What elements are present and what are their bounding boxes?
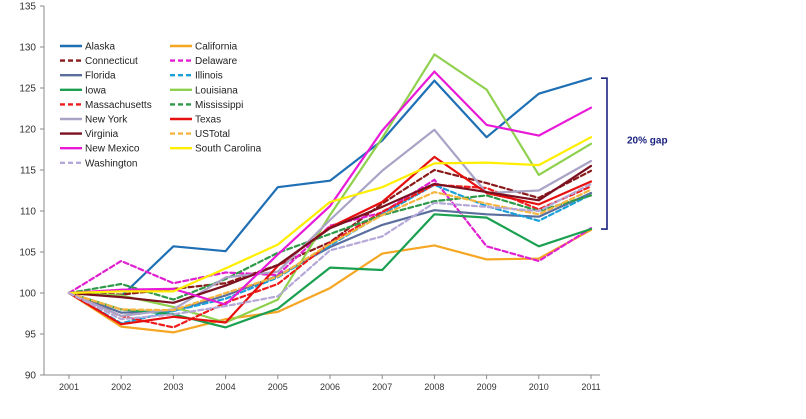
legend-label: Mississippi — [195, 100, 243, 111]
legend-label: New York — [85, 115, 128, 126]
legend-item-new-mexico: New Mexico — [60, 144, 140, 155]
legend-label: South Carolina — [195, 144, 262, 155]
legend-label: Connecticut — [85, 56, 138, 67]
series-line-virginia — [67, 164, 593, 304]
x-tick-label: 2003 — [163, 382, 183, 392]
legend-label: Delaware — [195, 56, 238, 67]
legend-label: New Mexico — [85, 144, 140, 155]
series-line-california — [67, 228, 593, 334]
y-tick-label: 100 — [19, 289, 36, 300]
legend-item-washington: Washington — [60, 158, 137, 169]
series-line-washington — [67, 182, 593, 321]
legend-label: Illinois — [195, 71, 223, 82]
legend-label: Texas — [195, 115, 221, 126]
y-tick-label: 120 — [19, 125, 36, 136]
legend-label: Washington — [85, 158, 137, 169]
legend-item-illinois: Illinois — [170, 71, 223, 82]
gap-bracket — [601, 77, 608, 230]
gap-annotation: 20% gap — [601, 77, 668, 230]
x-tick-label: 2011 — [581, 382, 600, 392]
series-line-delaware — [67, 178, 593, 295]
legend-item-virginia: Virginia — [60, 129, 119, 140]
x-tick-label: 2008 — [424, 382, 444, 392]
legend-label: Louisiana — [195, 85, 238, 96]
legend-item-delaware: Delaware — [170, 56, 238, 67]
legend-item-florida: Florida — [60, 71, 116, 82]
legend-label: Alaska — [85, 42, 115, 53]
legend-item-connecticut: Connecticut — [60, 56, 138, 67]
x-tick-label: 2006 — [320, 382, 340, 392]
y-tick-label: 110 — [20, 207, 36, 218]
series-lines — [67, 53, 593, 334]
y-tick-label: 95 — [25, 330, 37, 341]
y-tick-label: 135 — [19, 2, 36, 13]
y-axis: 90 95 100 105 110 115 120 125 130 135 — [19, 2, 45, 382]
legend-item-massachusetts: Massachusetts — [60, 100, 152, 111]
legend-label: USTotal — [195, 129, 230, 140]
legend-item-alaska: Alaska — [60, 42, 115, 53]
legend-item-texas: Texas — [170, 115, 221, 126]
x-tick-label: 2004 — [216, 382, 236, 392]
y-tick-label: 105 — [19, 248, 36, 259]
series-line-louisiana — [67, 53, 593, 324]
legend: Alaska California Connecticut Delaware Flori… — [60, 42, 262, 169]
legend-item-california: California — [170, 42, 238, 53]
y-tick-label: 130 — [19, 43, 36, 54]
legend-item-new-york: New York — [60, 115, 128, 126]
legend-item-south-carolina: South Carolina — [170, 144, 262, 155]
legend-item-mississippi: Mississippi — [170, 100, 243, 111]
x-tick-label: 2002 — [111, 382, 131, 392]
series-line-south-carolina — [67, 136, 593, 295]
legend-label: Massachusetts — [85, 100, 152, 111]
x-tick-label: 2009 — [477, 382, 497, 392]
y-tick-label: 90 — [25, 371, 37, 382]
legend-label: California — [195, 42, 238, 53]
series-line-new-mexico — [67, 70, 593, 306]
x-tick-label: 2007 — [372, 382, 392, 392]
legend-label: Virginia — [85, 129, 119, 140]
gap-label: 20% gap — [627, 136, 668, 147]
y-tick-label: 125 — [19, 84, 36, 95]
x-tick-label: 2001 — [59, 382, 79, 392]
x-axis: 2001 2002 2003 2004 2005 2006 2007 2008 2009 2010… — [44, 374, 601, 392]
legend-item-ustotal: USTotal — [170, 129, 230, 140]
y-tick-label: 115 — [20, 166, 36, 177]
series-line-alaska — [67, 77, 593, 298]
series-line-mississippi — [67, 194, 593, 301]
x-tick-label: 2005 — [268, 382, 288, 392]
legend-item-louisiana: Louisiana — [170, 85, 238, 96]
x-tick-label: 2010 — [529, 382, 549, 392]
legend-item-iowa: Iowa — [60, 85, 107, 96]
legend-label: Florida — [85, 71, 116, 82]
legend-label: Iowa — [85, 85, 107, 96]
series-line-new-york — [67, 128, 593, 318]
